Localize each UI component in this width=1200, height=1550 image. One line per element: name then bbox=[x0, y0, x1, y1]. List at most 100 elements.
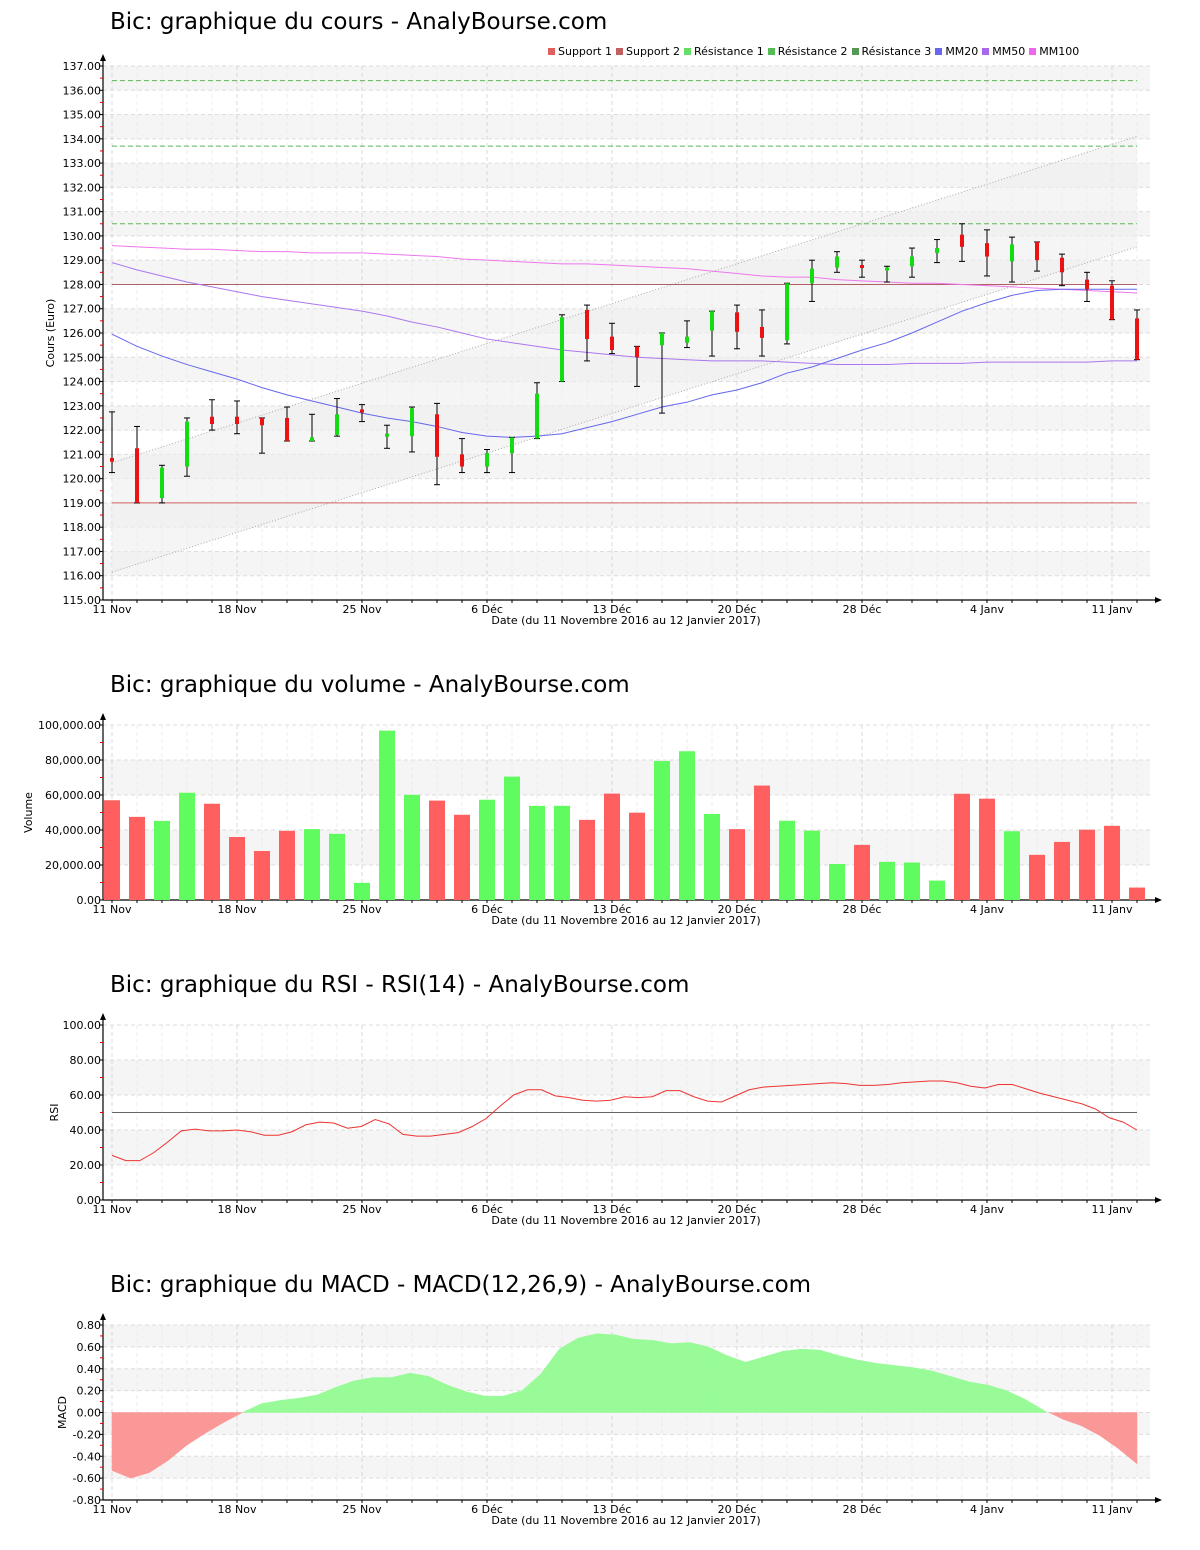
volume-bar bbox=[1129, 887, 1145, 900]
candle bbox=[384, 424, 390, 449]
x-axis-label: Date (du 11 Novembre 2016 au 12 Janvier … bbox=[491, 1514, 760, 1527]
candle bbox=[784, 282, 790, 345]
legend-swatch-icon bbox=[767, 48, 775, 55]
x-axis-label: Date (du 11 Novembre 2016 au 12 Janvier … bbox=[491, 1214, 760, 1227]
candle bbox=[534, 382, 540, 440]
candle bbox=[1134, 309, 1140, 361]
legend-item: Support 1 bbox=[548, 45, 612, 58]
y-tick-label: 135.00 bbox=[63, 109, 102, 122]
volume-bar bbox=[454, 814, 470, 900]
legend-label: Support 2 bbox=[625, 45, 680, 58]
legend-item: Support 2 bbox=[615, 45, 680, 58]
candle bbox=[459, 438, 465, 474]
candle bbox=[434, 402, 440, 486]
x-axis-label: Date (du 11 Novembre 2016 au 12 Janvier … bbox=[491, 914, 760, 927]
candle bbox=[1009, 236, 1015, 283]
x-tick-label: 20 Déc bbox=[718, 903, 757, 916]
candle bbox=[884, 265, 890, 283]
y-tick-label: 40.00 bbox=[70, 1124, 102, 1137]
candle bbox=[1034, 241, 1040, 272]
candle bbox=[984, 229, 990, 277]
legend-item: Résistance 3 bbox=[851, 45, 932, 58]
y-tick-label: 131.00 bbox=[63, 206, 102, 219]
volume-bar bbox=[404, 794, 420, 900]
y-tick-label: 130.00 bbox=[63, 230, 102, 243]
x-tick-label: 11 Janv bbox=[1092, 903, 1133, 916]
y-tick-label: 0.00 bbox=[77, 1407, 102, 1420]
price-chart-title: Bic: graphique du cours - AnalyBourse.co… bbox=[110, 9, 608, 35]
y-tick-label: 128.00 bbox=[63, 278, 102, 291]
price-chart: 115.00 116.00 117.00 118.00 119.00 120.00 121.… bbox=[44, 54, 1162, 627]
candle bbox=[509, 436, 515, 474]
y-tick-label: 126.00 bbox=[63, 327, 102, 340]
candle bbox=[809, 259, 815, 302]
volume-bar bbox=[804, 830, 820, 900]
volume-bar bbox=[1029, 854, 1045, 900]
volume-bar bbox=[154, 820, 170, 900]
volume-bar bbox=[829, 863, 845, 900]
legend-swatch-icon bbox=[935, 48, 943, 55]
volume-bar bbox=[879, 861, 895, 900]
rsi-line bbox=[111, 1080, 1138, 1162]
y-tick-label: 115.00 bbox=[63, 594, 102, 607]
candle bbox=[734, 304, 740, 350]
y-tick-label: 80,000.00 bbox=[45, 754, 101, 767]
legend-label: Résistance 2 bbox=[777, 45, 848, 58]
volume-bar bbox=[779, 820, 795, 900]
x-tick-label: 11 Janv bbox=[1092, 603, 1133, 616]
legend-item: Résistance 1 bbox=[683, 45, 764, 58]
y-tick-label: 124.00 bbox=[63, 376, 102, 389]
y-tick-label: 129.00 bbox=[63, 254, 102, 267]
y-tick-label: 119.00 bbox=[63, 497, 102, 510]
volume-bar bbox=[204, 803, 220, 900]
candle bbox=[284, 406, 290, 442]
volume-bar bbox=[229, 837, 245, 900]
x-tick-label: 13 Déc bbox=[593, 603, 632, 616]
x-tick-label: 18 Nov bbox=[218, 1203, 257, 1216]
y-tick-label: 20,000.00 bbox=[45, 859, 101, 872]
y-tick-label: 125.00 bbox=[63, 351, 102, 364]
legend-label: Résistance 3 bbox=[861, 45, 932, 58]
y-tick-label: 0.80 bbox=[77, 1319, 102, 1332]
x-tick-label: 18 Nov bbox=[218, 1503, 257, 1516]
x-tick-label: 11 Janv bbox=[1092, 1203, 1133, 1216]
x-tick-label: 13 Déc bbox=[593, 1503, 632, 1516]
y-tick-label: -0.80 bbox=[73, 1494, 101, 1507]
x-tick-label: 6 Déc bbox=[471, 1203, 503, 1216]
legend-swatch-icon bbox=[1029, 48, 1037, 55]
x-tick-label: 6 Déc bbox=[471, 1503, 503, 1516]
candle bbox=[209, 399, 215, 431]
y-tick-label: 0.20 bbox=[77, 1385, 102, 1398]
y-tick-label: 137.00 bbox=[63, 60, 102, 73]
legend-item: Résistance 2 bbox=[767, 45, 848, 58]
volume-bar bbox=[179, 792, 195, 900]
y-tick-label: 0.40 bbox=[77, 1363, 102, 1376]
rsi-chart: 0.00 20.00 40.00 60.00 80.00 100.00 11 Nov 18 N… bbox=[48, 1013, 1162, 1227]
y-tick-label: 123.00 bbox=[63, 400, 102, 413]
y-tick-label: 20.00 bbox=[70, 1159, 102, 1172]
y-tick-label: -0.20 bbox=[73, 1428, 101, 1441]
x-tick-label: 13 Déc bbox=[593, 903, 632, 916]
volume-bar bbox=[1054, 841, 1070, 900]
candle bbox=[184, 417, 190, 477]
volume-bar bbox=[104, 800, 120, 900]
x-tick-label: 28 Déc bbox=[843, 603, 882, 616]
legend-swatch-icon bbox=[615, 48, 623, 55]
candle bbox=[684, 320, 690, 349]
y-tick-label: 120.00 bbox=[63, 473, 102, 486]
volume-bar bbox=[129, 816, 145, 900]
candle bbox=[409, 406, 415, 453]
candle bbox=[859, 259, 865, 278]
candle bbox=[309, 413, 315, 442]
x-tick-label: 25 Nov bbox=[343, 1503, 382, 1516]
macd-chart-title: Bic: graphique du MACD - MACD(12,26,9) -… bbox=[110, 1272, 812, 1298]
legend-label: MM50 bbox=[992, 45, 1026, 58]
price-legend: Support 1 Support 2 Résistance 1 Résistance… bbox=[548, 45, 1079, 58]
volume-bar bbox=[629, 812, 645, 900]
legend-label: Résistance 1 bbox=[693, 45, 764, 58]
legend-swatch-icon bbox=[548, 48, 555, 55]
volume-bar bbox=[579, 819, 595, 900]
y-tick-label: 0.00 bbox=[77, 894, 102, 907]
y-tick-label: 136.00 bbox=[63, 84, 102, 97]
x-tick-label: 25 Nov bbox=[343, 903, 382, 916]
